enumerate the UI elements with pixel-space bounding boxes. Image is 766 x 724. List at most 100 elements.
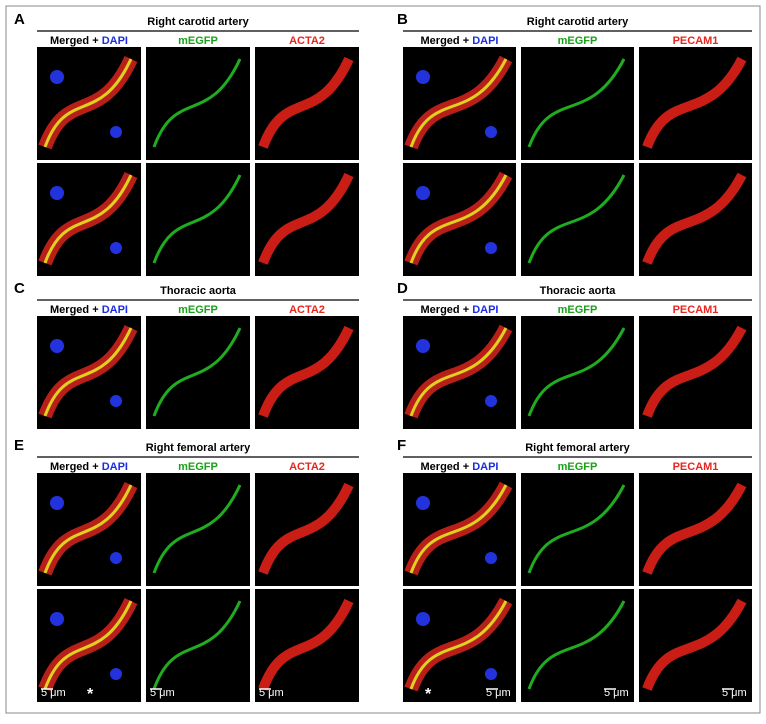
figure-border <box>5 5 761 714</box>
panel-letter: B <box>397 11 408 28</box>
nucleus <box>50 496 64 510</box>
tissue <box>409 58 508 148</box>
tissue <box>152 174 242 264</box>
nucleus <box>485 552 497 564</box>
tissue <box>642 598 747 691</box>
nucleus <box>110 395 122 407</box>
panel-title: Thoracic aorta <box>540 285 617 297</box>
column-label: mEGFP <box>558 304 598 316</box>
merged-label: Merged + <box>50 461 99 473</box>
nucleus <box>110 242 122 254</box>
tissue <box>527 484 626 574</box>
dapi-label: DAPI <box>102 461 128 473</box>
column-label: Merged + DAPI <box>421 304 499 316</box>
merged-label: Merged + <box>421 35 470 47</box>
tissue <box>258 56 354 149</box>
tissue <box>258 482 354 575</box>
column-label: mEGFP <box>558 461 598 473</box>
scale-bar-label: 5 μm <box>41 687 66 699</box>
tissue <box>258 325 354 418</box>
column-label: mEGFP <box>558 35 598 47</box>
panel-letter: E <box>14 437 24 454</box>
scale-bar-label: 5 μm <box>604 687 629 699</box>
tissue <box>642 56 747 149</box>
panel-title: Right femoral artery <box>525 442 630 454</box>
tissue <box>527 174 626 264</box>
nucleus <box>416 186 430 200</box>
panel-letter: C <box>14 280 25 297</box>
nucleus <box>110 126 122 138</box>
panel-title: Right carotid artery <box>527 16 629 28</box>
merged-label: Merged + <box>50 35 99 47</box>
tissue <box>43 327 133 417</box>
nucleus <box>485 242 497 254</box>
panel-letter: A <box>14 11 25 28</box>
tissue <box>409 600 508 690</box>
tissue <box>43 58 133 148</box>
nucleus <box>485 395 497 407</box>
tissue <box>642 325 747 418</box>
column-label: ACTA2 <box>289 461 325 473</box>
tissue <box>152 600 242 690</box>
nucleus <box>416 339 430 353</box>
marker: * <box>425 686 432 703</box>
tissue <box>152 327 242 417</box>
tissue <box>527 58 626 148</box>
column-label: Merged + DAPI <box>421 461 499 473</box>
dapi-label: DAPI <box>472 304 498 316</box>
column-label: PECAM1 <box>673 461 719 473</box>
tissue <box>258 172 354 265</box>
nucleus <box>110 552 122 564</box>
tissue <box>152 484 242 574</box>
panel-title: Right femoral artery <box>146 442 251 454</box>
merged-label: Merged + <box>421 304 470 316</box>
column-label: Merged + DAPI <box>50 461 128 473</box>
tissue <box>43 484 133 574</box>
merged-label: Merged + <box>50 304 99 316</box>
panel-title: Right carotid artery <box>147 16 249 28</box>
column-label: Merged + DAPI <box>421 35 499 47</box>
tissue <box>527 327 626 417</box>
marker: * <box>87 686 94 703</box>
nucleus <box>50 70 64 84</box>
tissue <box>409 327 508 417</box>
column-label: Merged + DAPI <box>50 35 128 47</box>
tissue <box>258 598 354 691</box>
column-label: Merged + DAPI <box>50 304 128 316</box>
column-label: PECAM1 <box>673 35 719 47</box>
dapi-label: DAPI <box>102 304 128 316</box>
nucleus <box>416 496 430 510</box>
tissue <box>409 484 508 574</box>
nucleus <box>50 186 64 200</box>
tissue <box>152 58 242 148</box>
nucleus <box>416 612 430 626</box>
panel-letter: D <box>397 280 408 297</box>
dapi-label: DAPI <box>102 35 128 47</box>
column-label: PECAM1 <box>673 304 719 316</box>
tissue <box>43 600 133 690</box>
panel-title: Thoracic aorta <box>160 285 237 297</box>
nucleus <box>485 668 497 680</box>
scale-bar-label: 5 μm <box>150 687 175 699</box>
tissue <box>642 482 747 575</box>
column-label: ACTA2 <box>289 304 325 316</box>
column-label: mEGFP <box>178 304 218 316</box>
tissue <box>43 174 133 264</box>
dapi-label: DAPI <box>472 35 498 47</box>
nucleus <box>416 70 430 84</box>
scale-bar-label: 5 μm <box>259 687 284 699</box>
panel-letter: F <box>397 437 406 454</box>
scale-bar-label: 5 μm <box>486 687 511 699</box>
scale-bar-label: 5 μm <box>722 687 747 699</box>
nucleus <box>485 126 497 138</box>
dapi-label: DAPI <box>472 461 498 473</box>
nucleus <box>110 668 122 680</box>
merged-label: Merged + <box>421 461 470 473</box>
tissue <box>527 600 626 690</box>
column-label: mEGFP <box>178 461 218 473</box>
nucleus <box>50 612 64 626</box>
tissue <box>642 172 747 265</box>
nucleus <box>50 339 64 353</box>
column-label: mEGFP <box>178 35 218 47</box>
